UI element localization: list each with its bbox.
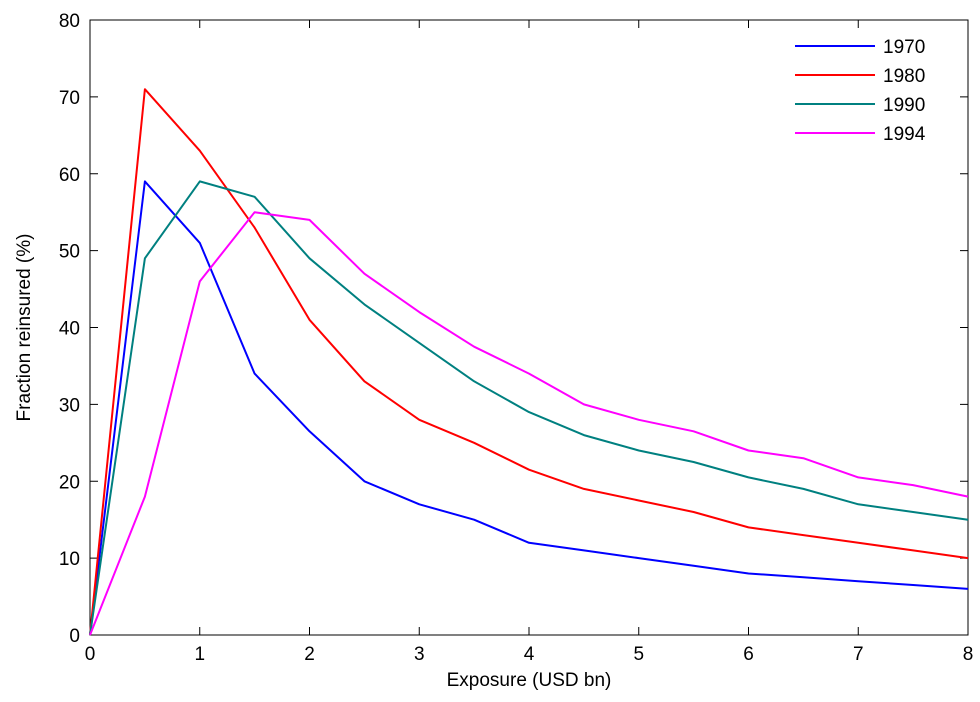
y-tick-label: 0 xyxy=(69,626,80,647)
legend: 1970 1980 1990 1994 xyxy=(795,37,926,145)
y-tick-label: 20 xyxy=(59,472,80,493)
y-axis-title: Fraction reinsured (%) xyxy=(14,234,35,422)
y-tick-label: 60 xyxy=(59,165,80,186)
series-lines xyxy=(89,88,969,636)
legend-label-1994: 1994 xyxy=(883,124,926,145)
x-tick-label: 7 xyxy=(853,644,864,665)
x-tick-label: 4 xyxy=(524,644,535,665)
y-tick-label: 80 xyxy=(59,11,80,32)
series-line-1990 xyxy=(89,180,969,636)
x-tick-label: 0 xyxy=(85,644,96,665)
x-tick-label: 5 xyxy=(633,644,644,665)
y-tick-label: 50 xyxy=(59,242,80,263)
x-tick-label: 2 xyxy=(304,644,315,665)
x-tick-label: 3 xyxy=(414,644,425,665)
series-line-1970 xyxy=(89,180,969,636)
y-tick-label: 70 xyxy=(59,88,80,109)
legend-label-1970: 1970 xyxy=(883,37,925,58)
y-tick-label: 30 xyxy=(59,395,80,416)
series-line-1980 xyxy=(89,88,969,636)
series-line-1994 xyxy=(89,211,969,636)
x-tick-label: 1 xyxy=(194,644,205,665)
x-tick-label: 6 xyxy=(743,644,754,665)
x-tick-label: 8 xyxy=(963,644,974,665)
y-tick-label: 40 xyxy=(59,319,80,340)
legend-label-1990: 1990 xyxy=(883,95,925,116)
legend-label-1980: 1980 xyxy=(883,66,925,87)
x-axis-title: Exposure (USD bn) xyxy=(447,670,612,691)
y-tick-label: 10 xyxy=(59,549,80,570)
